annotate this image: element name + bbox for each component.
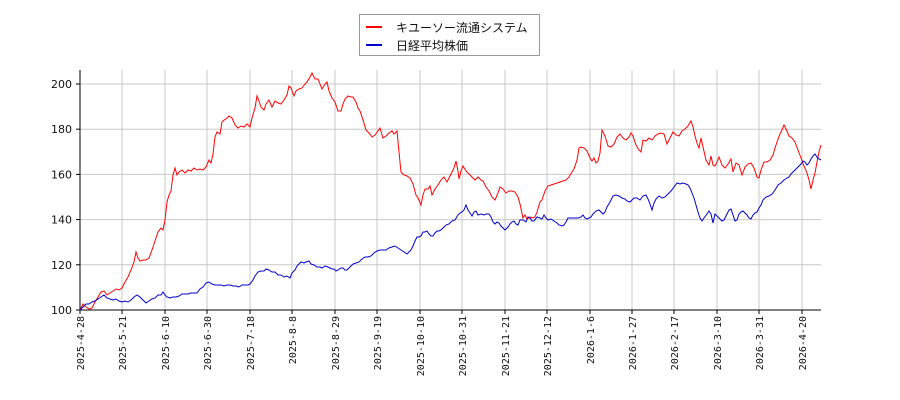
legend-label: キユーソー流通システム xyxy=(396,20,528,35)
x-tick-label: 2025-4-28 xyxy=(76,316,87,370)
x-tick-label: 2025-8-29 xyxy=(331,316,342,370)
y-tick-label: 180 xyxy=(51,123,72,136)
y-tick-label: 160 xyxy=(51,168,72,181)
x-tick-label: 2025-7-18 xyxy=(246,316,257,370)
x-tick-label: 2026-2-17 xyxy=(670,316,681,370)
x-tick-label: 2026-1-27 xyxy=(628,316,639,370)
x-tick-label: 2026-4-20 xyxy=(798,316,809,370)
x-tick-label: 2025-9-19 xyxy=(373,316,384,370)
legend-swatch-blue xyxy=(366,44,382,46)
legend-label: 日経平均株価 xyxy=(396,38,469,53)
x-tick-label: 2025-8-8 xyxy=(288,316,299,364)
y-tick-label: 200 xyxy=(51,78,72,91)
legend-item-kiyuso: キユーソー流通システム xyxy=(366,18,528,36)
series-kiyuso-line xyxy=(79,71,822,311)
x-axis-ticks: 2025-4-28 2025-5-21 2025-6-10 2025-6-30 2025… xyxy=(76,310,809,376)
x-tick-label: 2026-3-10 xyxy=(713,316,724,370)
y-axis-ticks: 100 120 140 160 180 200 xyxy=(51,78,80,317)
x-tick-label: 2025-12-12 xyxy=(543,316,554,376)
y-tick-label: 100 xyxy=(51,304,72,317)
y-tick-label: 120 xyxy=(51,259,72,272)
y-tick-label: 140 xyxy=(51,214,72,227)
x-tick-label: 2025-11-21 xyxy=(501,316,512,376)
legend-swatch-red xyxy=(366,26,382,28)
series-nikkei-line xyxy=(79,153,822,311)
x-tick-label: 2025-5-21 xyxy=(118,316,129,370)
axes xyxy=(79,70,821,311)
x-tick-label: 2025-10-10 xyxy=(416,316,427,376)
grid-lines xyxy=(79,70,821,311)
legend-item-nikkei: 日経平均株価 xyxy=(366,36,468,54)
x-tick-label: 2026-1-6 xyxy=(586,316,597,364)
x-tick-label: 2025-6-10 xyxy=(161,316,172,370)
x-tick-label: 2025-10-31 xyxy=(458,316,469,376)
x-tick-label: 2026-3-31 xyxy=(755,316,766,370)
legend: キユーソー流通システム 日経平均株価 xyxy=(359,14,540,56)
x-tick-label: 2025-6-30 xyxy=(203,316,214,370)
